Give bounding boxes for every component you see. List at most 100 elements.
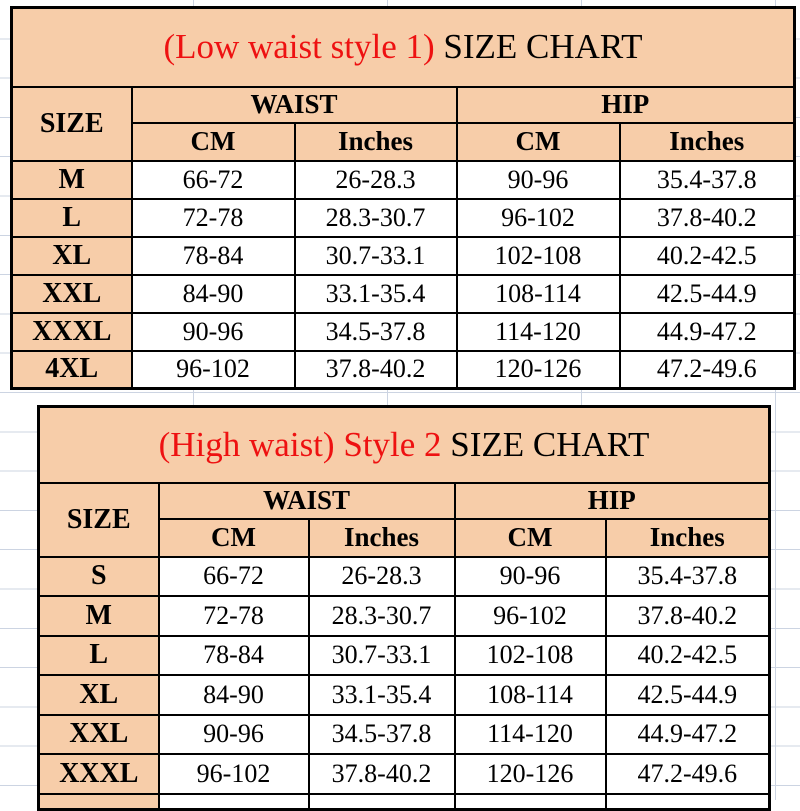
size-cell: M [10,159,133,200]
hip-cm-cell: 120-126 [455,349,621,390]
table-row: SIZE WAIST HIP [10,85,796,162]
waist-cm-cell: 90-96 [157,713,310,755]
size-cell: XL [10,235,133,276]
hip-inches-cell: 35.4-37.8 [618,159,796,200]
table-row: XL 78-84 30.7-33.1 102-108 40.2-42.5 [10,235,796,276]
hip-cm-cell: 90-96 [455,159,621,200]
hip-cm-cell: 90-96 [453,555,607,597]
hip-inches-cell: 42.5-44.9 [618,273,796,314]
waist-inches-cell: 30.7-33.1 [307,634,456,676]
low-waist-size-chart-table: (Low waist style 1) SIZE CHART SIZE WAIS… [10,6,796,390]
waist-inches-cell: 34.5-37.8 [307,713,456,755]
waist-inches-cell: 28.3-30.7 [307,595,456,637]
table-row: XXL 84-90 33.1-35.4 108-114 42.5-44.9 [10,273,796,314]
size-header: SIZE [10,85,133,162]
hip-cm-cell: 108-114 [455,273,621,314]
hip-inches-cell: 42.5-44.9 [604,674,771,716]
table-row: SIZE WAIST HIP [37,481,771,558]
partial-row [37,792,771,811]
waist-cm-cell: 72-78 [157,595,310,637]
chart-title: (High waist) Style 2 SIZE CHART [37,405,771,484]
waist-cm-cell: 78-84 [157,634,310,676]
hip-inches-cell: 37.8-40.2 [618,197,796,238]
hip-cm-cell: 102-108 [453,634,607,676]
size-cell: XXL [10,273,133,314]
high-waist-size-chart-table: (High waist) Style 2 SIZE CHART SIZE WAI… [37,405,772,811]
hip-cm-cell: 114-120 [453,713,607,755]
waist-cm-header: CM [157,517,310,558]
chart-title-red-part: (High waist) Style 2 [158,424,442,464]
size-cell: XL [37,674,160,716]
waist-inches-cell: 33.1-35.4 [293,273,458,314]
waist-inches-cell: 26-28.3 [307,555,456,597]
hip-inches-header: Inches [604,517,771,558]
table-row: M 66-72 26-28.3 90-96 35.4-37.8 [10,159,796,200]
waist-inches-cell: 33.1-35.4 [307,674,456,716]
waist-cm-cell: 96-102 [130,349,296,390]
table-row: L 72-78 28.3-30.7 96-102 37.8-40.2 [10,197,796,238]
waist-cm-header: CM [130,121,296,162]
hip-header: HIP [453,481,771,520]
hip-cm-cell [453,792,607,811]
hip-cm-cell: 102-108 [455,235,621,276]
hip-inches-cell: 47.2-49.6 [604,753,771,795]
waist-cm-cell: 84-90 [157,674,310,716]
hip-inches-cell: 35.4-37.8 [604,555,771,597]
table-row: L 78-84 30.7-33.1 102-108 40.2-42.5 [37,634,771,676]
waist-inches-cell: 26-28.3 [293,159,458,200]
table-row: XXL 90-96 34.5-37.8 114-120 44.9-47.2 [37,713,771,755]
hip-inches-cell: 40.2-42.5 [604,634,771,676]
size-header: SIZE [37,481,160,558]
waist-inches-cell [307,792,456,811]
size-cell: 4XL [10,349,133,390]
chart-title-black-part: SIZE CHART [450,424,650,464]
waist-inches-header: Inches [293,121,458,162]
chart-title-black-part: SIZE CHART [443,27,643,67]
size-cell: XXXL [10,311,133,352]
table-row: (Low waist style 1) SIZE CHART [10,6,796,88]
table-row: 4XL 96-102 37.8-40.2 120-126 47.2-49.6 [10,349,796,390]
size-cell: L [10,197,133,238]
waist-inches-cell: 37.8-40.2 [293,349,458,390]
hip-inches-cell: 44.9-47.2 [618,311,796,352]
hip-inches-cell: 44.9-47.2 [604,713,771,755]
waist-cm-cell: 84-90 [130,273,296,314]
waist-inches-cell: 37.8-40.2 [307,753,456,795]
hip-cm-cell: 96-102 [455,197,621,238]
hip-cm-cell: 108-114 [453,674,607,716]
table-row: M 72-78 28.3-30.7 96-102 37.8-40.2 [37,595,771,637]
size-cell: M [37,595,160,637]
table-row: XXXL 90-96 34.5-37.8 114-120 44.9-47.2 [10,311,796,352]
table-row: S 66-72 26-28.3 90-96 35.4-37.8 [37,555,771,597]
waist-cm-cell: 72-78 [130,197,296,238]
waist-cm-cell: 66-72 [157,555,310,597]
chart-title-red-part: (Low waist style 1) [163,27,435,67]
waist-header: WAIST [157,481,456,520]
size-cell: XXL [37,713,160,755]
waist-inches-cell: 28.3-30.7 [293,197,458,238]
hip-inches-header: Inches [618,121,796,162]
size-cell: XXXL [37,753,160,795]
chart-title: (Low waist style 1) SIZE CHART [10,6,796,88]
hip-inches-cell: 47.2-49.6 [618,349,796,390]
waist-inches-cell: 34.5-37.8 [293,311,458,352]
table-row: XXXL 96-102 37.8-40.2 120-126 47.2-49.6 [37,753,771,795]
hip-cm-cell: 120-126 [453,753,607,795]
hip-inches-cell: 40.2-42.5 [618,235,796,276]
hip-header: HIP [455,85,796,124]
waist-cm-cell: 96-102 [157,753,310,795]
hip-inches-cell: 37.8-40.2 [604,595,771,637]
waist-header: WAIST [130,85,458,124]
hip-inches-cell [604,792,771,811]
waist-inches-cell: 30.7-33.1 [293,235,458,276]
waist-cm-cell: 90-96 [130,311,296,352]
size-cell [37,792,160,811]
table-row: XL 84-90 33.1-35.4 108-114 42.5-44.9 [37,674,771,716]
hip-cm-header: CM [453,517,607,558]
hip-cm-cell: 114-120 [455,311,621,352]
waist-inches-header: Inches [307,517,456,558]
hip-cm-cell: 96-102 [453,595,607,637]
size-cell: S [37,555,160,597]
waist-cm-cell: 78-84 [130,235,296,276]
waist-cm-cell: 66-72 [130,159,296,200]
